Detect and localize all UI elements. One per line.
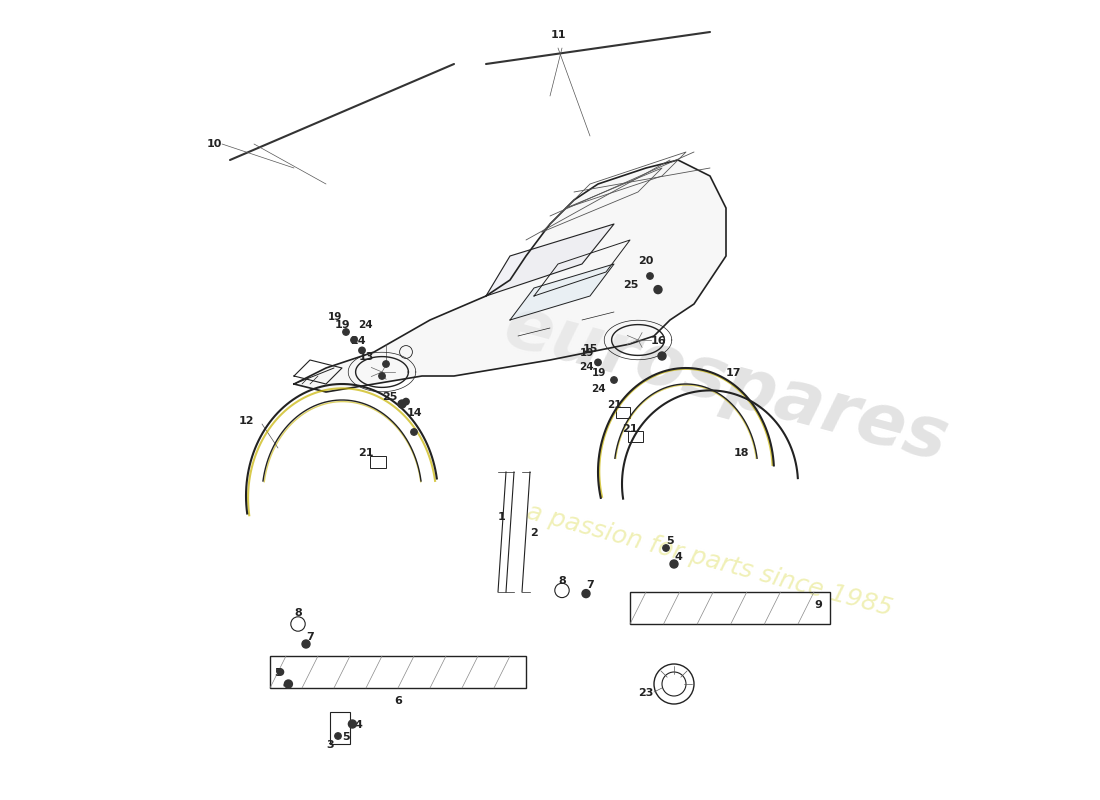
Text: 24: 24 — [580, 362, 594, 371]
Text: 4: 4 — [282, 680, 290, 690]
Text: 6: 6 — [394, 696, 402, 706]
Text: 13: 13 — [359, 352, 374, 362]
Circle shape — [285, 680, 293, 688]
Circle shape — [343, 329, 349, 335]
Text: 1: 1 — [498, 512, 506, 522]
Text: 20: 20 — [638, 256, 653, 266]
Text: 19: 19 — [592, 368, 606, 378]
Text: 21: 21 — [359, 448, 374, 458]
Circle shape — [351, 337, 358, 343]
Text: a passion for parts since 1985: a passion for parts since 1985 — [525, 499, 895, 621]
Text: 8: 8 — [294, 608, 301, 618]
Text: 7: 7 — [306, 632, 313, 642]
Bar — [628, 431, 642, 442]
Text: 5: 5 — [274, 668, 282, 678]
Bar — [630, 592, 830, 624]
Circle shape — [378, 373, 385, 379]
Circle shape — [403, 398, 409, 405]
Circle shape — [359, 347, 365, 354]
Text: 4: 4 — [354, 720, 362, 730]
Text: 4: 4 — [674, 552, 682, 562]
Circle shape — [663, 545, 669, 551]
Text: 10: 10 — [207, 139, 222, 149]
Circle shape — [654, 286, 662, 294]
Text: 14: 14 — [406, 408, 421, 418]
Text: 16: 16 — [650, 336, 666, 346]
Text: 2: 2 — [530, 528, 538, 538]
Circle shape — [647, 273, 653, 279]
Text: 19: 19 — [334, 320, 350, 330]
Text: 9: 9 — [814, 600, 822, 610]
Circle shape — [277, 669, 284, 675]
Text: 7: 7 — [586, 580, 594, 590]
Text: 3: 3 — [327, 740, 333, 750]
Text: 15: 15 — [582, 344, 597, 354]
Text: 19: 19 — [328, 312, 342, 322]
Circle shape — [302, 640, 310, 648]
Text: 24: 24 — [358, 320, 373, 330]
Text: 24: 24 — [350, 336, 365, 346]
Circle shape — [670, 560, 678, 568]
Polygon shape — [486, 224, 614, 296]
Text: 11: 11 — [550, 30, 565, 40]
Bar — [330, 712, 350, 744]
Text: eurospares: eurospares — [496, 291, 956, 477]
Circle shape — [610, 377, 617, 383]
Circle shape — [582, 590, 590, 598]
Text: 18: 18 — [734, 448, 749, 458]
Text: 12: 12 — [239, 416, 254, 426]
Circle shape — [349, 720, 356, 728]
Text: 19: 19 — [580, 348, 594, 358]
Text: 5: 5 — [667, 536, 674, 546]
Text: 25: 25 — [623, 280, 638, 290]
Text: 24: 24 — [592, 384, 606, 394]
Polygon shape — [294, 160, 726, 392]
Text: 8: 8 — [558, 576, 566, 586]
Text: 17: 17 — [726, 368, 741, 378]
Text: 23: 23 — [638, 688, 653, 698]
Circle shape — [658, 352, 666, 360]
Circle shape — [595, 359, 602, 366]
Circle shape — [410, 429, 417, 435]
Circle shape — [334, 733, 341, 739]
Bar — [270, 656, 526, 688]
Polygon shape — [510, 264, 614, 320]
Bar — [370, 456, 386, 468]
Bar — [616, 407, 630, 418]
Text: 25: 25 — [383, 392, 398, 402]
Circle shape — [383, 361, 389, 367]
Text: 21: 21 — [623, 424, 638, 434]
Text: 21: 21 — [607, 400, 621, 410]
Circle shape — [398, 400, 406, 408]
Text: 5: 5 — [342, 732, 350, 742]
